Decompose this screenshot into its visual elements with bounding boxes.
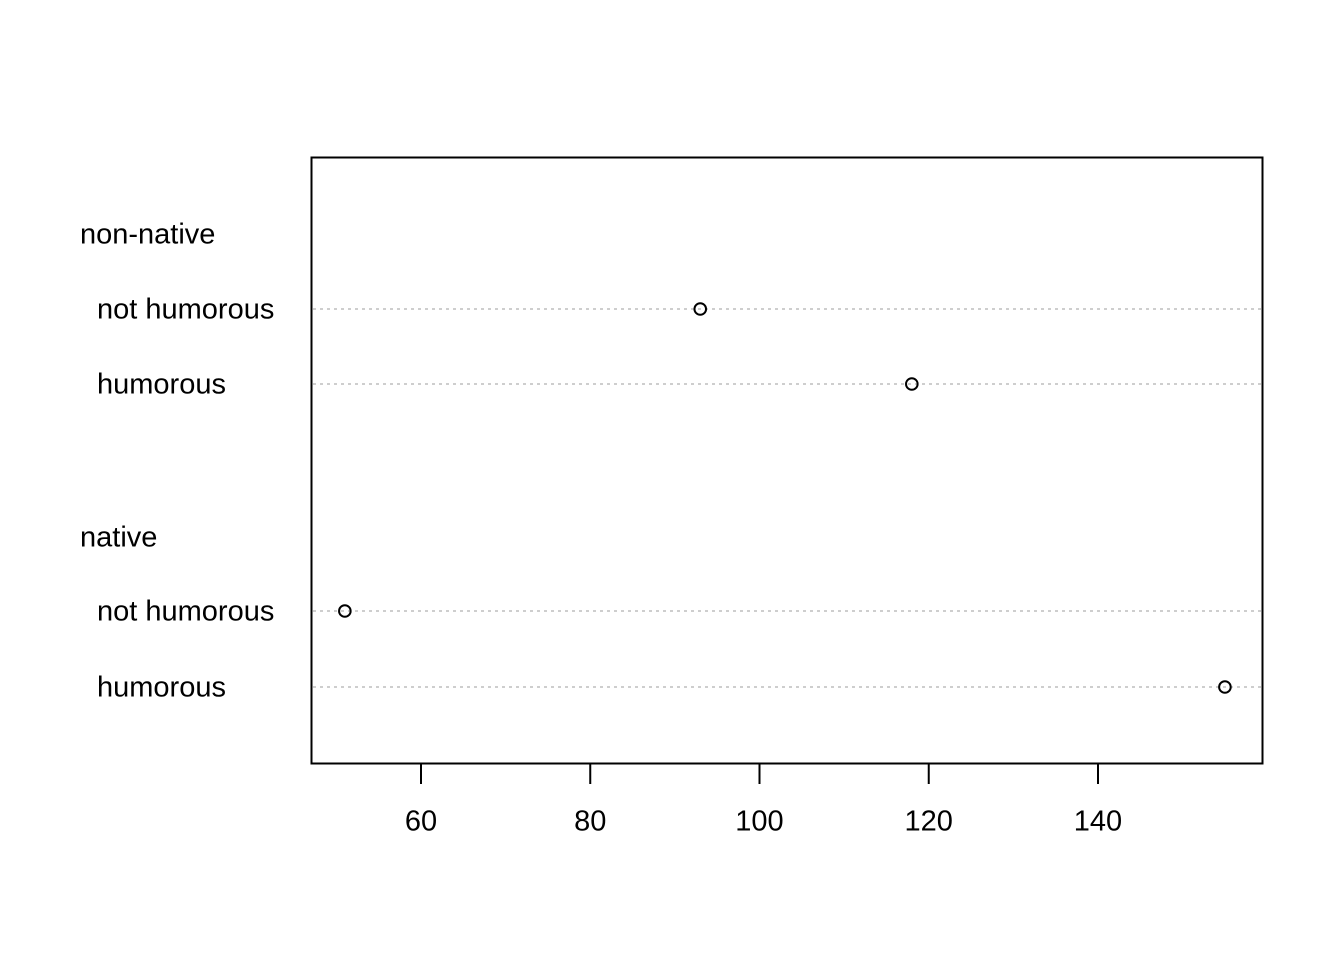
plot-frame	[310, 156, 1264, 765]
x-tick-label: 60	[405, 806, 437, 838]
group-label: native	[80, 522, 157, 554]
x-tick-label: 100	[735, 806, 783, 838]
row-label: humorous	[97, 369, 226, 401]
x-tick-label: 80	[574, 806, 606, 838]
row-labels: non-native not humorous humorous native not …	[80, 219, 274, 704]
data-point	[693, 302, 708, 316]
group-label: non-native	[80, 219, 215, 251]
x-tick-label: 120	[905, 806, 953, 838]
guide-lines	[313, 308, 1261, 688]
row-label: humorous	[97, 672, 226, 704]
row-label: not humorous	[97, 294, 274, 326]
x-tick-label: 140	[1074, 806, 1122, 838]
x-axis: 60 80 100 120 140	[405, 764, 1122, 838]
data-point	[1218, 680, 1232, 694]
data-point	[338, 604, 352, 618]
data-points	[338, 302, 1232, 694]
data-point	[905, 377, 919, 391]
row-label: not humorous	[97, 596, 274, 628]
